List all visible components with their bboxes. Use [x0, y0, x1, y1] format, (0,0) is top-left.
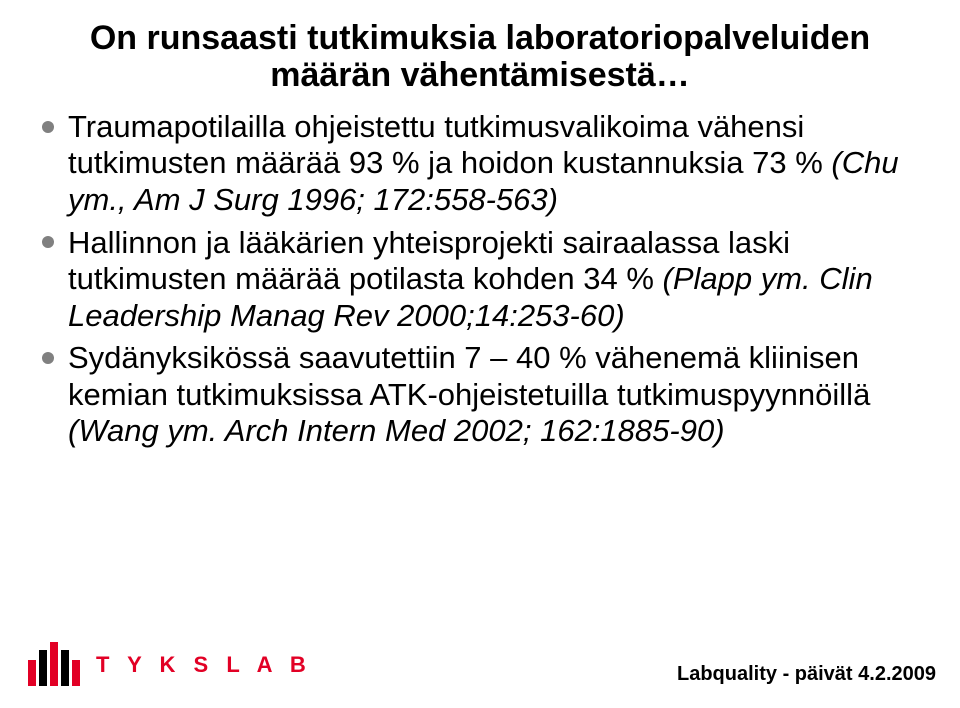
logo-bars-icon	[26, 640, 90, 690]
list-item: Traumapotilailla ohjeistettu tutkimusval…	[68, 109, 920, 219]
slide: On runsaasti tutkimuksia laboratoriopalv…	[0, 0, 960, 708]
logo-text: T Y K S L A B	[96, 652, 312, 678]
bullet-reference: (Wang ym. Arch Intern Med 2002; 162:1885…	[68, 413, 725, 448]
bullet-text: Sydänyksikössä saavutettiin 7 – 40 % väh…	[68, 340, 870, 412]
title-line-2: määrän vähentämisestä…	[270, 56, 690, 94]
bullet-list: Traumapotilailla ohjeistettu tutkimusval…	[40, 109, 920, 450]
bullet-text: Traumapotilailla ohjeistettu tutkimusval…	[68, 109, 831, 181]
footer-text: Labquality - päivät 4.2.2009	[677, 663, 936, 686]
slide-title: On runsaasti tutkimuksia laboratoriopalv…	[40, 20, 920, 95]
title-line-1: On runsaasti tutkimuksia laboratoriopalv…	[90, 19, 870, 57]
list-item: Sydänyksikössä saavutettiin 7 – 40 % väh…	[68, 340, 920, 450]
tykslab-logo: T Y K S L A B	[26, 640, 312, 690]
footer: T Y K S L A B Labquality - päivät 4.2.20…	[0, 632, 960, 696]
list-item: Hallinnon ja lääkärien yhteisprojekti sa…	[68, 225, 920, 335]
